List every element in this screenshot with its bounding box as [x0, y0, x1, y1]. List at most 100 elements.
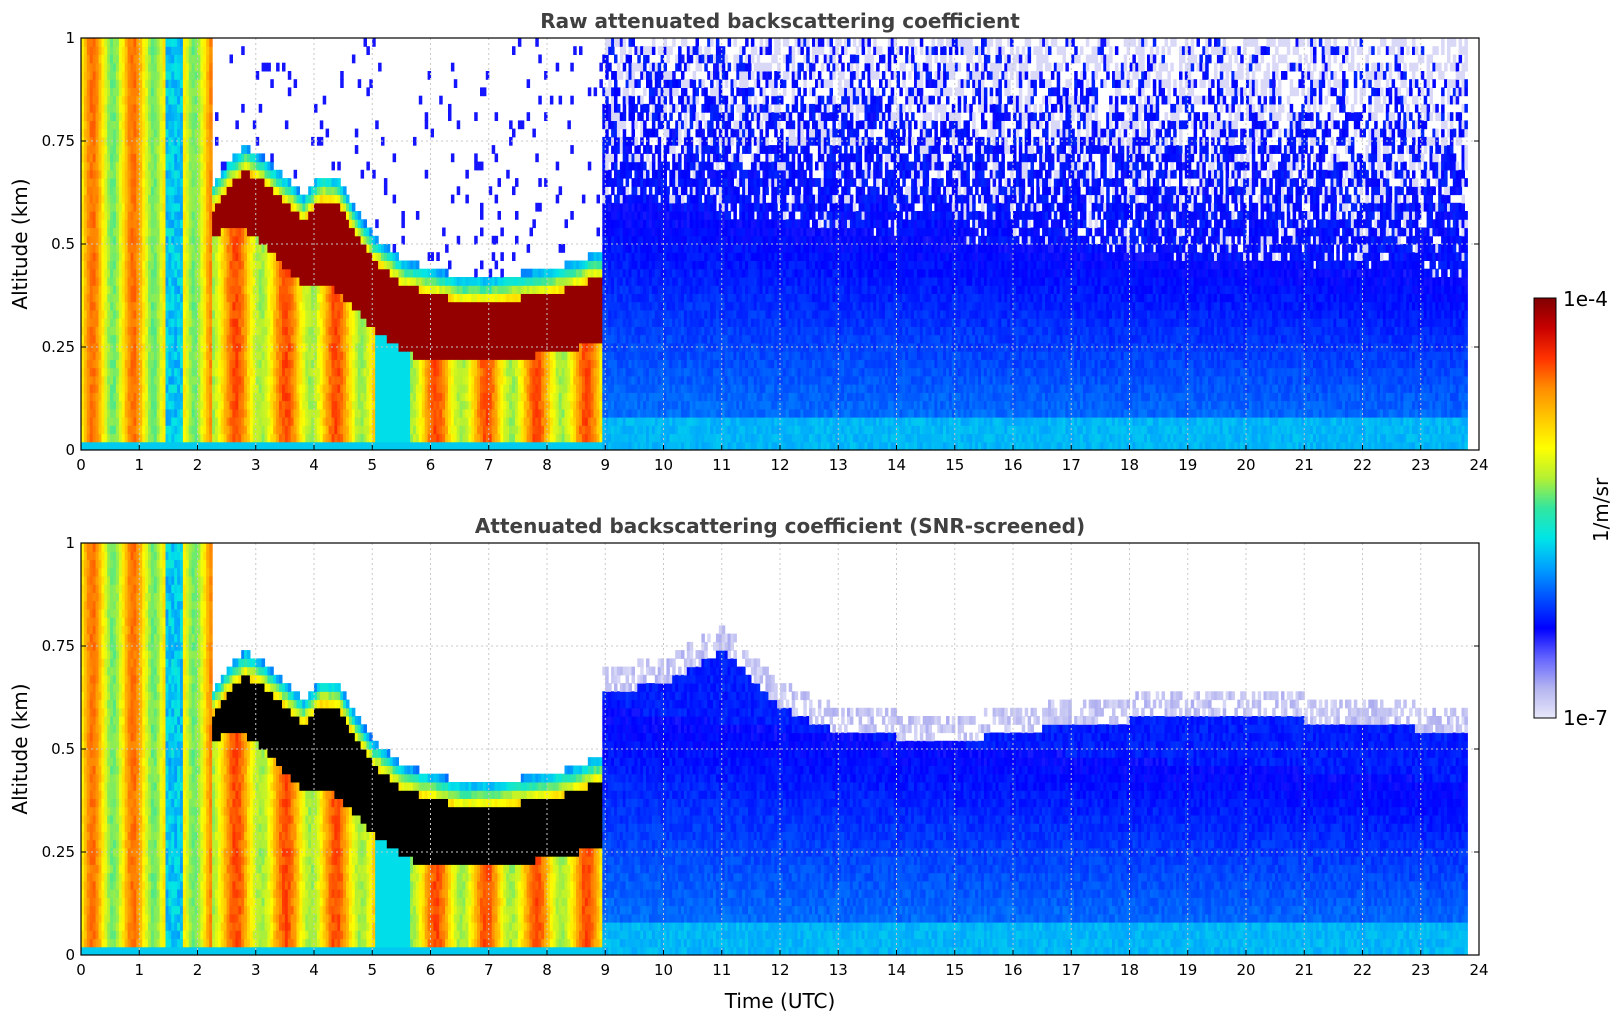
heatmap-cell [191, 62, 196, 72]
heatmap-cell [252, 227, 257, 237]
heatmap-cell [142, 359, 146, 369]
heatmap-cell [110, 211, 114, 220]
heatmap-cell [270, 211, 274, 220]
heatmap-cell [255, 277, 260, 286]
heatmap-cell [188, 351, 193, 360]
heatmap-cell [121, 161, 126, 171]
heatmap-cell [159, 408, 164, 418]
heatmap-cell [86, 202, 91, 212]
heatmap-cell [404, 285, 408, 294]
heatmap-cell [357, 359, 362, 369]
heatmap-cell [398, 408, 402, 418]
heatmap-cell [92, 351, 97, 360]
heatmap-cell [101, 359, 105, 369]
heatmap-cell [142, 375, 146, 385]
heatmap-cell [360, 318, 365, 327]
heatmap-cell [194, 38, 199, 47]
heatmap-cell [459, 318, 464, 327]
heatmap-cell [118, 112, 123, 121]
heatmap-cell [150, 425, 155, 435]
heatmap-cell [247, 326, 251, 336]
heatmap-cell [296, 219, 300, 229]
heatmap-cell [104, 227, 108, 237]
heatmap-cell [363, 293, 367, 303]
heatmap-cell [220, 384, 225, 393]
heatmap-cell [171, 392, 175, 402]
heatmap-cell [104, 178, 108, 187]
heatmap-cell [174, 433, 178, 443]
heatmap-cell [279, 309, 283, 319]
heatmap-cell [200, 351, 204, 360]
heatmap-cell [314, 186, 318, 196]
heatmap-cell [436, 326, 440, 336]
heatmap-cell [290, 375, 295, 385]
heatmap-cell [215, 194, 219, 204]
heatmap-cell [168, 235, 172, 245]
heatmap-cell [153, 301, 158, 311]
heatmap-cell [133, 417, 137, 426]
heatmap-cell [474, 334, 478, 344]
heatmap-cell [209, 227, 213, 237]
heatmap-cell [319, 392, 324, 402]
heatmap-cell [200, 161, 204, 171]
heatmap-cell [311, 408, 315, 418]
heatmap-cell [439, 359, 443, 369]
heatmap-cell [270, 79, 274, 88]
heatmap-cell [185, 38, 190, 47]
heatmap-cell [115, 293, 120, 303]
heatmap-cell [340, 186, 344, 196]
heatmap-cell [223, 351, 228, 360]
heatmap-cell [276, 392, 280, 402]
heatmap-cell [279, 433, 283, 443]
heatmap-cell [217, 433, 222, 443]
heatmap-cell [241, 145, 245, 154]
heatmap-cell [273, 326, 277, 336]
heatmap-cell [316, 309, 321, 319]
heatmap-cell [258, 384, 263, 393]
heatmap-cell [308, 277, 312, 286]
heatmap-cell [136, 425, 140, 435]
heatmap-cell [442, 326, 446, 336]
heatmap-cell [413, 277, 417, 286]
heatmap-cell [325, 227, 330, 237]
heatmap-cell [261, 342, 266, 352]
heatmap-cell [445, 244, 449, 253]
heatmap-cell [238, 277, 242, 286]
heatmap-cell [83, 326, 88, 336]
heatmap-cell [110, 252, 114, 261]
heatmap-cell [162, 441, 167, 450]
heatmap-cell [177, 309, 181, 319]
heatmap-cell [296, 433, 300, 443]
heatmap-cell [98, 309, 102, 319]
heatmap-cell [153, 285, 158, 294]
heatmap-cell [343, 375, 347, 385]
heatmap-cell [357, 425, 362, 435]
heatmap-cell [284, 235, 289, 245]
heatmap-cell [252, 301, 257, 311]
heatmap-cell [188, 128, 193, 138]
heatmap-cell [296, 326, 300, 336]
heatmap-cell [252, 408, 257, 418]
heatmap-cell [206, 87, 210, 97]
heatmap-cell [287, 285, 292, 294]
heatmap-cell [171, 211, 175, 220]
heatmap-cell [83, 293, 88, 303]
heatmap-cell [81, 194, 85, 204]
heatmap-cell [264, 161, 268, 171]
heatmap-cell [194, 260, 199, 270]
heatmap-cell [191, 46, 196, 55]
heatmap-cell [334, 244, 338, 253]
heatmap-cell [346, 202, 350, 212]
heatmap-cell [282, 326, 286, 336]
heatmap-cell [89, 277, 94, 286]
heatmap-cell [369, 301, 373, 311]
heatmap-cell [296, 268, 300, 278]
heatmap-cell [314, 425, 318, 435]
heatmap-cell [203, 95, 207, 105]
heatmap-cell [217, 244, 222, 253]
heatmap-cell [220, 309, 225, 319]
heatmap-cell [133, 392, 137, 402]
heatmap-cell [133, 136, 137, 146]
heatmap-cell [142, 425, 146, 435]
heatmap-cell [86, 417, 91, 426]
